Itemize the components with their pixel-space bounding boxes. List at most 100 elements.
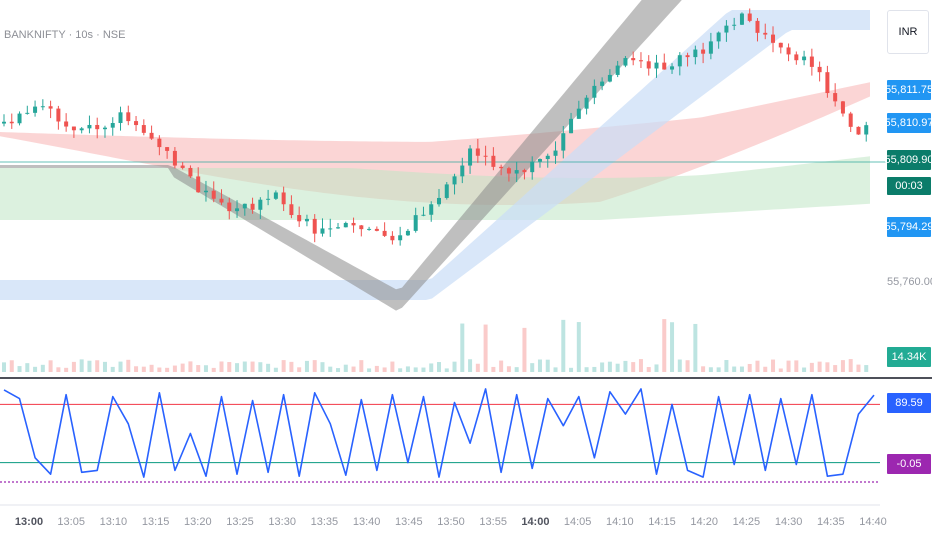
candle-body: [17, 113, 22, 124]
candle-body: [701, 49, 706, 54]
candle-body: [382, 230, 387, 236]
oscillator-pane[interactable]: [0, 388, 880, 483]
candle-body: [499, 166, 504, 169]
candle-body: [848, 113, 853, 127]
time-label: 14:15: [648, 516, 676, 528]
candle-body: [79, 128, 84, 131]
volume-bar: [281, 360, 286, 372]
candle-body: [475, 148, 480, 156]
candle-body: [405, 230, 410, 236]
candle-body: [102, 127, 107, 130]
candle-body: [763, 32, 768, 35]
currency-selector[interactable]: INR: [887, 10, 929, 54]
candle-body: [312, 218, 317, 234]
time-label: 14:00: [521, 516, 550, 528]
volume-bar: [79, 359, 84, 372]
volume-bar: [134, 366, 139, 372]
candle-body: [771, 34, 776, 43]
candle-body: [654, 62, 659, 69]
candle-body: [833, 93, 838, 102]
candle-body: [693, 49, 698, 58]
volume-bar: [413, 367, 418, 372]
volume-bar: [592, 366, 597, 372]
candle-body: [530, 161, 535, 173]
trend-ma-band: [0, 156, 870, 220]
volume-bar: [48, 360, 53, 372]
volume-bar: [273, 367, 278, 372]
time-label: 13:15: [141, 516, 170, 528]
time-label: 14:20: [690, 516, 718, 528]
volume-bar: [615, 363, 620, 372]
price-scale-tick: 55,760.00: [887, 276, 932, 288]
volume-bar: [320, 362, 325, 372]
volume-bar: [833, 365, 838, 372]
candle-body: [289, 204, 294, 216]
candle-body: [258, 199, 263, 210]
volume-bar: [64, 367, 69, 372]
volume-bar: [724, 360, 729, 372]
volume-bar: [110, 366, 115, 372]
volume-bar: [398, 368, 403, 372]
candle-body: [413, 215, 418, 231]
volume-bar: [817, 361, 822, 372]
volume-bar: [514, 367, 519, 372]
candle-body: [646, 61, 651, 69]
candle-body: [235, 208, 240, 212]
time-label: 13:35: [310, 516, 339, 528]
candle-body: [592, 85, 597, 98]
price-pane[interactable]: [0, 0, 886, 372]
candle-body: [374, 228, 379, 231]
candle-body: [266, 198, 271, 200]
candle-body: [483, 155, 488, 157]
candle-body: [561, 133, 566, 151]
candle-body: [118, 112, 123, 124]
volume-bar: [336, 368, 341, 372]
candle-body: [250, 203, 255, 210]
volume-bar: [33, 366, 38, 372]
candle-body: [522, 170, 527, 173]
candle-body: [367, 228, 372, 230]
candle-body: [638, 60, 643, 62]
volume-bar: [258, 362, 263, 372]
candle-body: [196, 176, 201, 193]
volume-bar: [312, 360, 317, 372]
volume-bar: [351, 366, 356, 372]
volume-bar: [429, 363, 434, 372]
volume-bar: [343, 364, 348, 372]
candle-body: [708, 41, 713, 54]
candle-body: [281, 192, 286, 205]
volume-bar: [771, 359, 776, 372]
volume-bar: [716, 367, 721, 372]
volume-bar: [825, 362, 830, 372]
candle-body: [739, 13, 744, 25]
candle-body: [809, 56, 814, 67]
volume-bar: [468, 359, 473, 372]
volume-bar: [9, 360, 14, 372]
time-label: 13:25: [226, 516, 254, 528]
candle-body: [320, 228, 325, 234]
volume-bar: [747, 363, 752, 372]
volume-bar: [71, 361, 76, 372]
candle-body: [56, 108, 61, 122]
candle-body: [359, 225, 364, 230]
volume-bar: [778, 368, 783, 372]
time-label: 14:05: [563, 516, 592, 528]
candle-body: [732, 24, 737, 26]
volume-bar: [701, 366, 706, 372]
candle-body: [856, 126, 861, 135]
oscillator-line: [3, 388, 875, 478]
candle-body: [747, 13, 752, 21]
volume-bar: [483, 324, 488, 372]
candle-body: [40, 106, 45, 108]
price-label-ma-high: 55,811.75: [885, 80, 932, 100]
volume-bar: [553, 367, 558, 372]
symbol-title[interactable]: BANKNIFTY · 10s · NSE: [4, 29, 126, 41]
candle-body: [662, 62, 667, 70]
candle-body: [685, 55, 690, 58]
volume-bar: [708, 367, 713, 372]
volume-bar: [545, 359, 550, 372]
volume-bar: [506, 366, 511, 372]
volume-bar: [235, 363, 240, 372]
volume-bar: [537, 359, 542, 372]
